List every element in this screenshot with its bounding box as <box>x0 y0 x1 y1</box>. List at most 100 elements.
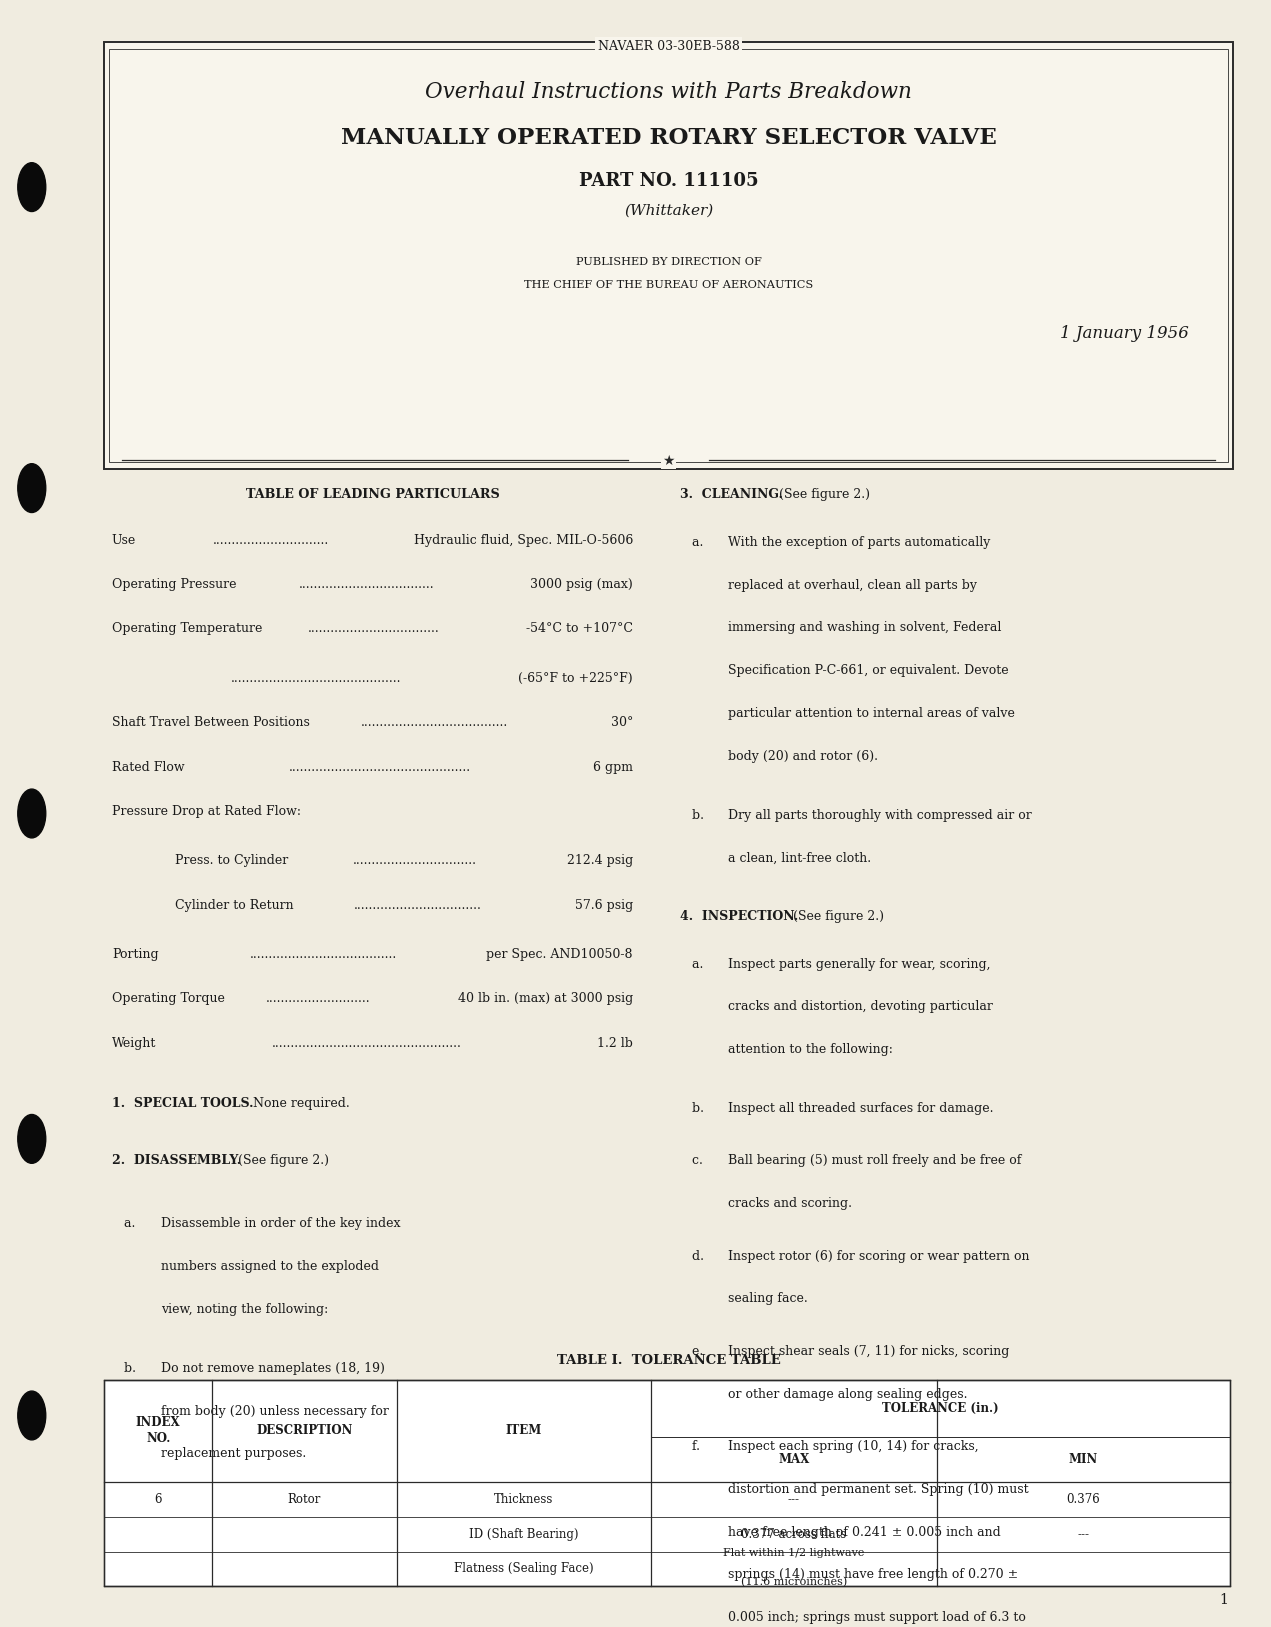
Text: MIN: MIN <box>1069 1453 1098 1466</box>
Text: Disassemble in order of the key index: Disassemble in order of the key index <box>160 1217 400 1230</box>
Text: Ball bearing (5) must roll freely and be free of: Ball bearing (5) must roll freely and be… <box>728 1155 1022 1167</box>
Text: b.: b. <box>680 1101 712 1114</box>
Text: sealing face.: sealing face. <box>728 1292 808 1305</box>
Text: PUBLISHED BY DIRECTION OF: PUBLISHED BY DIRECTION OF <box>576 257 761 267</box>
Text: a.: a. <box>112 1217 144 1230</box>
Text: NAVAER 03-30EB-588: NAVAER 03-30EB-588 <box>597 41 740 52</box>
Text: Hydraulic fluid, Spec. MIL-O-5606: Hydraulic fluid, Spec. MIL-O-5606 <box>413 534 633 547</box>
Text: cracks and distortion, devoting particular: cracks and distortion, devoting particul… <box>728 1001 993 1014</box>
Ellipse shape <box>18 1391 46 1440</box>
Text: Operating Temperature: Operating Temperature <box>112 623 262 636</box>
Text: Thickness: Thickness <box>494 1494 553 1507</box>
Text: Inspect parts generally for wear, scoring,: Inspect parts generally for wear, scorin… <box>728 958 990 971</box>
Text: replaced at overhaul, clean all parts by: replaced at overhaul, clean all parts by <box>728 579 977 592</box>
Text: Pressure Drop at Rated Flow:: Pressure Drop at Rated Flow: <box>112 805 301 818</box>
Text: .................................................: ........................................… <box>272 1036 461 1049</box>
Text: THE CHIEF OF THE BUREAU OF AERONAUTICS: THE CHIEF OF THE BUREAU OF AERONAUTICS <box>524 280 813 290</box>
Text: 6 gpm: 6 gpm <box>594 760 633 773</box>
Text: MAX: MAX <box>778 1453 810 1466</box>
Text: ...........................: ........................... <box>266 992 371 1005</box>
Text: ..............................: .............................. <box>212 534 329 547</box>
Text: Shaft Travel Between Positions: Shaft Travel Between Positions <box>112 716 310 729</box>
Text: (See figure 2.): (See figure 2.) <box>785 909 883 923</box>
Text: -54°C to +107°C: -54°C to +107°C <box>526 623 633 636</box>
Text: ---: --- <box>1078 1528 1089 1541</box>
Text: 2.  DISASSEMBLY.: 2. DISASSEMBLY. <box>112 1154 241 1167</box>
Text: 1.  SPECIAL TOOLS.: 1. SPECIAL TOOLS. <box>112 1097 253 1110</box>
Text: INDEX
NO.: INDEX NO. <box>136 1417 180 1445</box>
Text: c.: c. <box>680 1155 710 1167</box>
Text: Operating Pressure: Operating Pressure <box>112 578 236 591</box>
Text: Inspect each spring (10, 14) for cracks,: Inspect each spring (10, 14) for cracks, <box>728 1440 979 1453</box>
Text: 212.4 psig: 212.4 psig <box>567 854 633 867</box>
Text: Rated Flow: Rated Flow <box>112 760 184 773</box>
Text: ...............................................: ........................................… <box>289 760 472 773</box>
Text: Use: Use <box>112 534 136 547</box>
Text: 3000 psig (max): 3000 psig (max) <box>530 578 633 591</box>
Text: immersing and washing in solvent, Federal: immersing and washing in solvent, Federa… <box>728 622 1002 635</box>
Text: ID (Shaft Bearing): ID (Shaft Bearing) <box>469 1528 578 1541</box>
Text: ......................................: ...................................... <box>249 947 397 960</box>
Text: Do not remove nameplates (18, 19): Do not remove nameplates (18, 19) <box>160 1362 385 1375</box>
Text: a.: a. <box>680 958 712 971</box>
Text: b.: b. <box>112 1362 144 1375</box>
Ellipse shape <box>18 789 46 838</box>
Text: (11.6 microinches): (11.6 microinches) <box>741 1577 846 1588</box>
Text: e.: e. <box>680 1346 712 1357</box>
Text: b.: b. <box>680 809 712 822</box>
Bar <box>104 42 1233 469</box>
Text: body (20) and rotor (6).: body (20) and rotor (6). <box>728 750 878 763</box>
Text: Dry all parts thoroughly with compressed air or: Dry all parts thoroughly with compressed… <box>728 809 1032 822</box>
Text: Inspect shear seals (7, 11) for nicks, scoring: Inspect shear seals (7, 11) for nicks, s… <box>728 1346 1009 1357</box>
Text: (See figure 2.): (See figure 2.) <box>230 1154 329 1167</box>
Text: PART NO. 111105: PART NO. 111105 <box>578 172 759 190</box>
Text: Inspect all threaded surfaces for damage.: Inspect all threaded surfaces for damage… <box>728 1101 994 1114</box>
Text: ITEM: ITEM <box>506 1425 541 1437</box>
Text: TOLERANCE (in.): TOLERANCE (in.) <box>882 1402 999 1414</box>
Text: distortion and permanent set. Spring (10) must: distortion and permanent set. Spring (10… <box>728 1482 1028 1495</box>
Text: 4.  INSPECTION.: 4. INSPECTION. <box>680 909 798 923</box>
Text: 57.6 psig: 57.6 psig <box>574 898 633 911</box>
Text: ............................................: ........................................… <box>231 672 402 685</box>
Text: particular attention to internal areas of valve: particular attention to internal areas o… <box>728 708 1016 721</box>
Text: Rotor: Rotor <box>287 1494 322 1507</box>
Text: ...................................: ................................... <box>299 578 435 591</box>
Text: a clean, lint-free cloth.: a clean, lint-free cloth. <box>728 851 871 864</box>
Text: f.: f. <box>680 1440 708 1453</box>
Text: 1 January 1956: 1 January 1956 <box>1060 325 1188 342</box>
Text: numbers assigned to the exploded: numbers assigned to the exploded <box>160 1261 379 1274</box>
Text: per Spec. AND10050-8: per Spec. AND10050-8 <box>487 947 633 960</box>
Text: DESCRIPTION: DESCRIPTION <box>257 1425 352 1437</box>
Text: Operating Torque: Operating Torque <box>112 992 225 1005</box>
Text: With the exception of parts automatically: With the exception of parts automaticall… <box>728 535 990 548</box>
Ellipse shape <box>18 163 46 212</box>
Text: cracks and scoring.: cracks and scoring. <box>728 1197 852 1210</box>
Text: Inspect rotor (6) for scoring or wear pattern on: Inspect rotor (6) for scoring or wear pa… <box>728 1250 1030 1263</box>
Text: 0.376: 0.376 <box>1066 1494 1101 1507</box>
Text: Cylinder to Return: Cylinder to Return <box>175 898 294 911</box>
Text: springs (14) must have free length of 0.270 ±: springs (14) must have free length of 0.… <box>728 1568 1018 1581</box>
Ellipse shape <box>18 1114 46 1163</box>
Text: ......................................: ...................................... <box>361 716 508 729</box>
Text: Flat within 1/2 lightwave: Flat within 1/2 lightwave <box>723 1547 864 1557</box>
Text: Overhaul Instructions with Parts Breakdown: Overhaul Instructions with Parts Breakdo… <box>425 81 913 104</box>
Text: replacement purposes.: replacement purposes. <box>160 1448 306 1461</box>
Text: d.: d. <box>680 1250 712 1263</box>
Text: Flatness (Sealing Face): Flatness (Sealing Face) <box>454 1562 594 1575</box>
Text: Press. to Cylinder: Press. to Cylinder <box>175 854 289 867</box>
Text: (-65°F to +225°F): (-65°F to +225°F) <box>519 672 633 685</box>
Text: 30°: 30° <box>610 716 633 729</box>
Text: TABLE OF LEADING PARTICULARS: TABLE OF LEADING PARTICULARS <box>245 488 500 501</box>
Text: 1: 1 <box>1219 1593 1228 1607</box>
Text: attention to the following:: attention to the following: <box>728 1043 894 1056</box>
Text: from body (20) unless necessary for: from body (20) unless necessary for <box>160 1404 389 1417</box>
Bar <box>104 1380 1230 1586</box>
Text: (Whittaker): (Whittaker) <box>624 203 713 218</box>
Text: .................................: ................................. <box>353 898 482 911</box>
Text: Weight: Weight <box>112 1036 156 1049</box>
Text: 3.  CLEANING.: 3. CLEANING. <box>680 488 783 501</box>
Text: Specification P-C-661, or equivalent. Devote: Specification P-C-661, or equivalent. De… <box>728 664 1009 677</box>
Text: ..................................: .................................. <box>308 623 440 636</box>
Text: have free length of 0.241 ± 0.005 inch and: have free length of 0.241 ± 0.005 inch a… <box>728 1526 1000 1539</box>
Text: or other damage along sealing edges.: or other damage along sealing edges. <box>728 1388 967 1401</box>
